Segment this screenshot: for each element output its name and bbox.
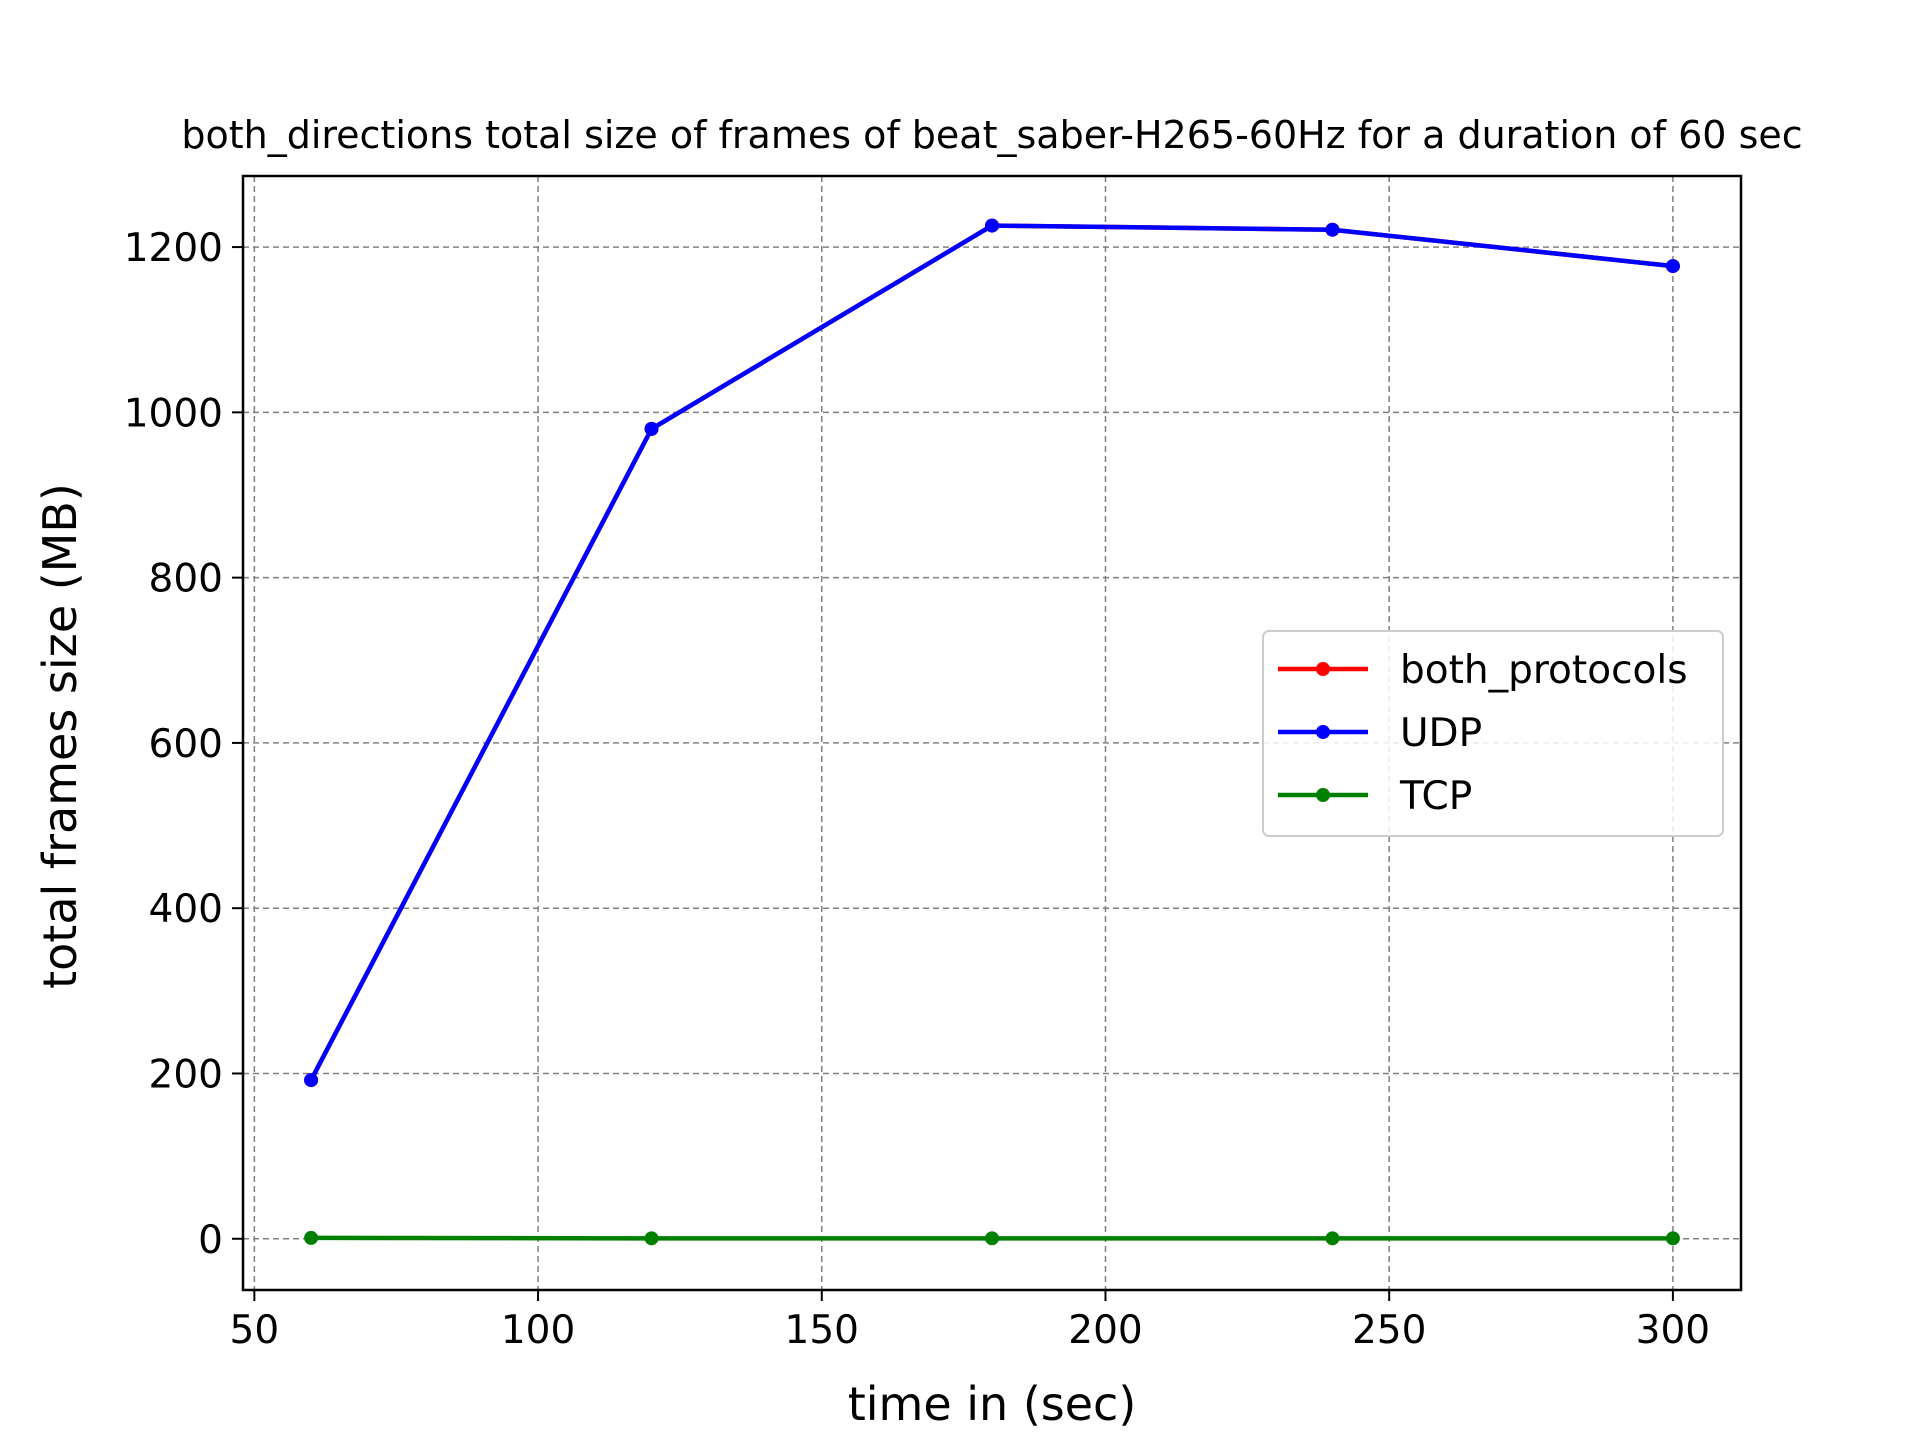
x-tick-label: 150 [785, 1308, 859, 1353]
series-UDP [304, 218, 1680, 1088]
legend: both_protocols UDP TCP [1262, 630, 1724, 837]
legend-item: TCP [1278, 774, 1472, 819]
series-lines [304, 218, 1680, 1246]
data-point [1325, 222, 1340, 237]
data-point [1665, 259, 1680, 274]
y-tick-label: 1000 [124, 391, 223, 436]
y-tick-label: 600 [149, 722, 223, 767]
legend-item: UDP [1278, 711, 1482, 756]
legend-label: TCP [1399, 774, 1472, 819]
series-TCP [304, 1230, 1680, 1246]
data-point [304, 1073, 319, 1088]
y-axis-ticks: 0 200 400 600 800 1000 1200 [124, 226, 243, 1263]
data-point [644, 421, 659, 436]
legend-box [1262, 630, 1724, 837]
x-tick-label: 100 [501, 1308, 575, 1353]
legend-swatch-marker [1316, 788, 1330, 802]
legend-item: both_protocols [1278, 648, 1688, 693]
y-axis-label: total frames size (MB) [33, 483, 87, 989]
data-point [1325, 1231, 1340, 1246]
grid [243, 176, 1741, 1290]
data-point [985, 218, 999, 233]
y-tick-label: 400 [149, 887, 223, 932]
legend-swatch-marker [1316, 725, 1330, 739]
x-tick-label: 200 [1068, 1308, 1142, 1353]
x-axis-label: time in (sec) [848, 1377, 1137, 1431]
legend-label: UDP [1400, 711, 1482, 756]
y-tick-label: 0 [198, 1218, 223, 1263]
legend-label: both_protocols [1400, 648, 1688, 693]
y-tick-label: 200 [149, 1052, 223, 1097]
y-tick-label: 800 [149, 557, 223, 602]
legend-swatch-marker [1316, 662, 1330, 676]
data-point [304, 1230, 319, 1245]
data-point [985, 1231, 999, 1246]
y-tick-label: 1200 [124, 226, 223, 271]
data-point [1665, 1231, 1680, 1246]
x-tick-label: 300 [1636, 1308, 1710, 1353]
x-tick-label: 50 [230, 1308, 280, 1353]
chart-title: both_directions total size of frames of … [181, 113, 1802, 157]
x-tick-label: 250 [1352, 1308, 1426, 1353]
plot-area-frame [241, 174, 1743, 1292]
data-point [644, 1231, 659, 1246]
x-axis-ticks: 50 100 150 200 250 300 [230, 1290, 1710, 1353]
